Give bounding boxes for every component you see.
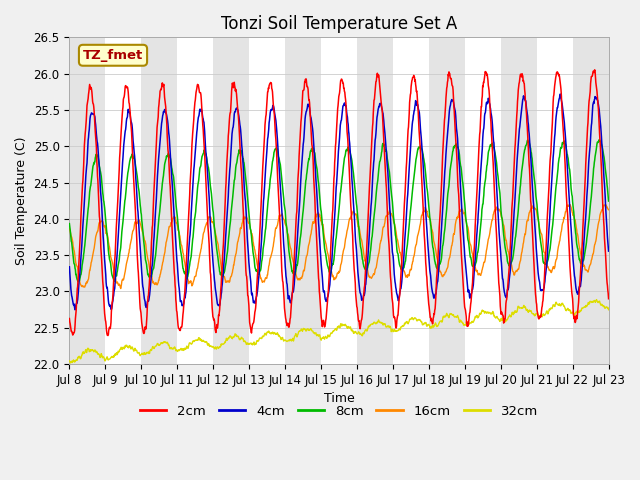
Bar xyxy=(429,37,465,364)
X-axis label: Time: Time xyxy=(324,392,355,405)
Bar xyxy=(573,37,609,364)
Bar xyxy=(69,37,106,364)
Bar xyxy=(357,37,393,364)
Title: Tonzi Soil Temperature Set A: Tonzi Soil Temperature Set A xyxy=(221,15,457,33)
Bar xyxy=(141,37,177,364)
Bar xyxy=(213,37,249,364)
Bar xyxy=(500,37,537,364)
Bar xyxy=(285,37,321,364)
Y-axis label: Soil Temperature (C): Soil Temperature (C) xyxy=(15,136,28,265)
Text: TZ_fmet: TZ_fmet xyxy=(83,49,143,62)
Legend: 2cm, 4cm, 8cm, 16cm, 32cm: 2cm, 4cm, 8cm, 16cm, 32cm xyxy=(135,399,543,423)
